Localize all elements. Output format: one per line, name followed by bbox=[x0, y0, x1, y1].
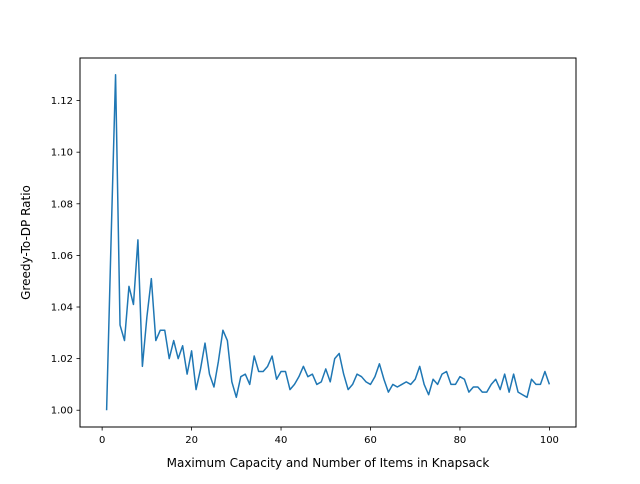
axes-layer bbox=[79, 57, 577, 428]
y-tick-label: 1.02 bbox=[51, 354, 73, 365]
y-tick-label: 1.08 bbox=[51, 199, 73, 210]
y-axis-label: Greedy-To-DP Ratio bbox=[19, 185, 33, 300]
x-tick-label: 100 bbox=[540, 435, 559, 446]
y-tick-label: 1.04 bbox=[51, 303, 73, 314]
x-tick-label: 20 bbox=[185, 435, 198, 446]
y-tick-label: 1.00 bbox=[51, 406, 73, 417]
x-tick-label: 0 bbox=[99, 435, 105, 446]
series-layer bbox=[105, 74, 551, 411]
series-line bbox=[105, 74, 551, 411]
x-ticks: 0 20 40 60 80 100 bbox=[99, 427, 559, 446]
plot-area bbox=[80, 58, 576, 427]
x-tick-label: 40 bbox=[275, 435, 288, 446]
x-axis-label: Maximum Capacity and Number of Items in … bbox=[167, 456, 490, 470]
y-tick-label: 1.10 bbox=[51, 148, 73, 159]
x-tick-label: 60 bbox=[364, 435, 377, 446]
axes-frame bbox=[79, 57, 577, 428]
y-tick-label: 1.06 bbox=[51, 251, 73, 262]
x-tick-label: 80 bbox=[454, 435, 467, 446]
y-ticks: 1.00 1.02 1.04 1.06 1.08 1.10 1.12 bbox=[51, 96, 80, 417]
y-tick-label: 1.12 bbox=[51, 96, 73, 107]
